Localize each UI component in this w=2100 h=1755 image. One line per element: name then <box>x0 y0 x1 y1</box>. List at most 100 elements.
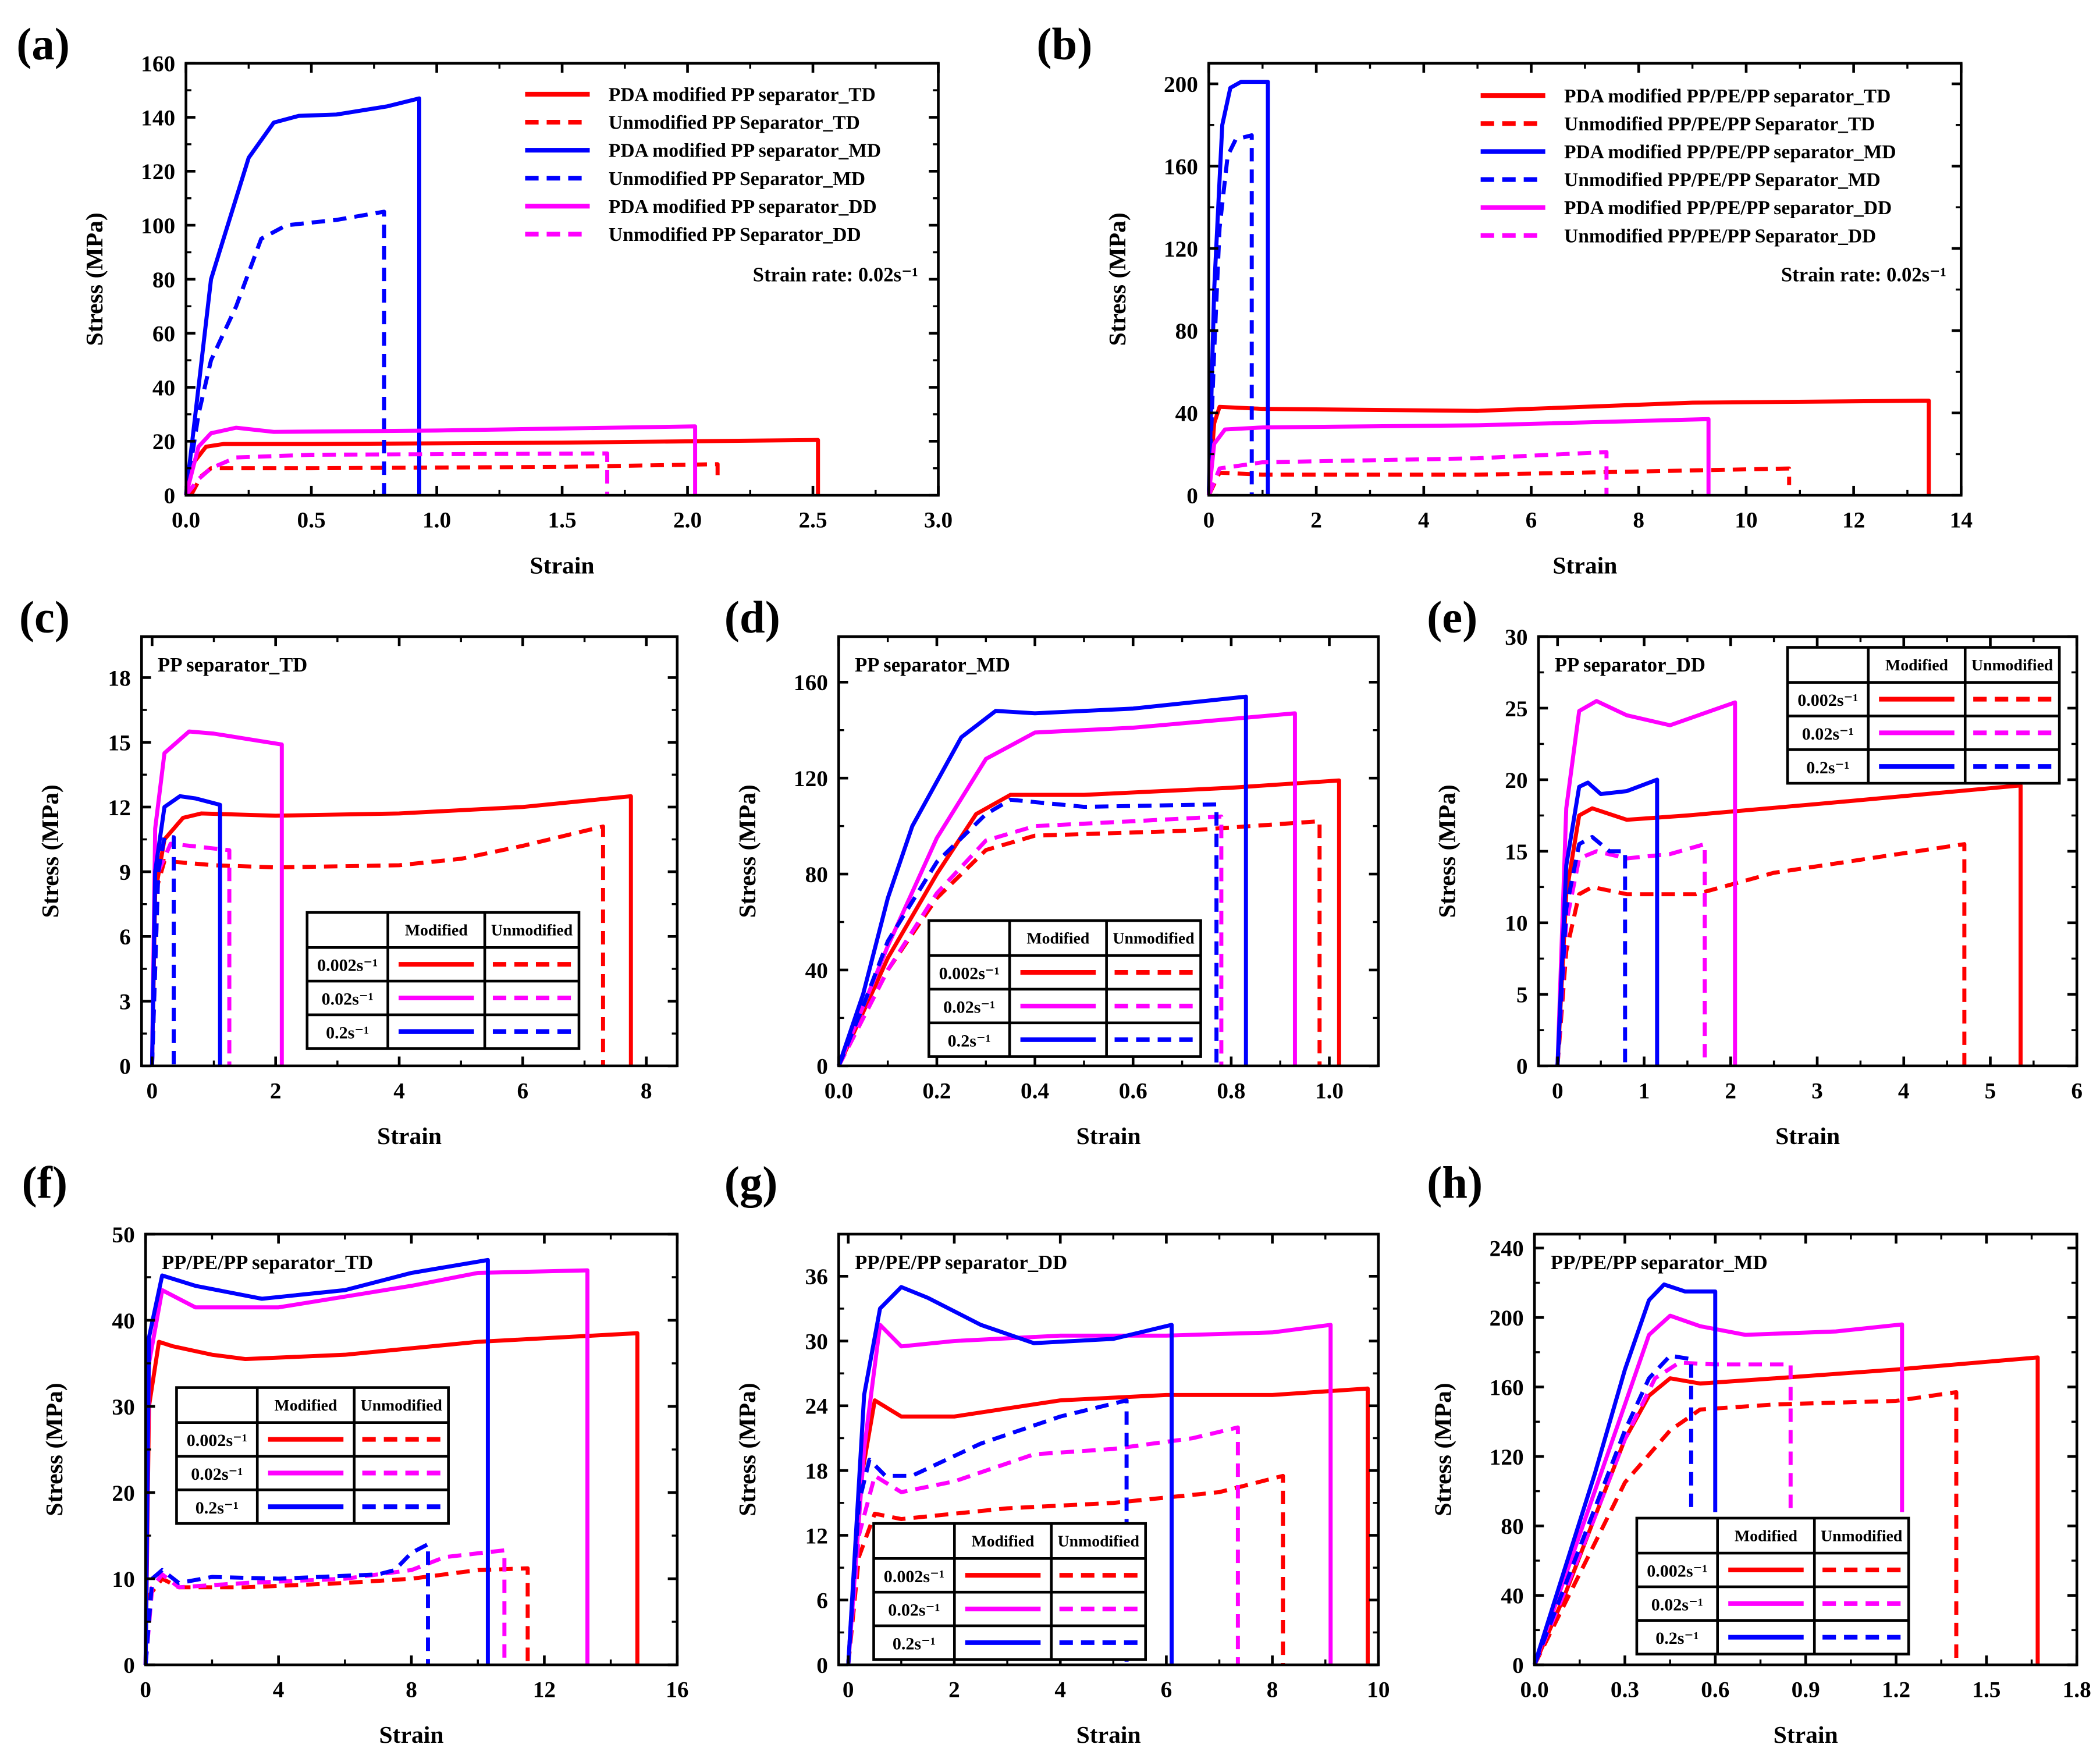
plot-frame <box>837 1232 1380 1667</box>
x-tick-label: 0 <box>843 1677 854 1703</box>
x-tick-label: 0.2 <box>922 1078 951 1103</box>
x-tick-label: 0.6 <box>1119 1078 1147 1103</box>
series-line-0 <box>846 1386 1370 1665</box>
y-tick-label: 0 <box>816 1653 828 1678</box>
y-tick-label: 40 <box>805 958 828 983</box>
table-row-label: 0.02s⁻¹ <box>1651 1594 1703 1614</box>
series-line-4 <box>1532 1282 1718 1666</box>
y-tick-label: 50 <box>112 1222 134 1248</box>
x-tick-label: 1.8 <box>2063 1677 2091 1703</box>
x-tick-label: 0.0 <box>172 507 200 533</box>
panel-letter: (a) <box>16 19 70 70</box>
inset-title: PP separator_MD <box>855 653 1010 676</box>
series-line-3 <box>846 1425 1240 1665</box>
table-row-label: 0.002s⁻¹ <box>1797 690 1858 710</box>
y-tick-label: 160 <box>141 51 175 77</box>
y-tick-label: 0 <box>119 1054 131 1079</box>
panel-d: (d) 0.0 0.2 0.4 0.6 0.8 1.0 0 40 80 120 160 Strain St… <box>724 592 1380 1150</box>
series-line-1 <box>837 819 1322 1067</box>
x-tick-label: 1.5 <box>1972 1677 2000 1703</box>
series-line-2 <box>150 729 284 1066</box>
x-tick-label: 14 <box>1950 507 1973 533</box>
table-row-label: 0.002s⁻¹ <box>884 1566 944 1586</box>
x-axis-label: Strain <box>530 552 595 579</box>
y-tick-label: 6 <box>816 1588 828 1614</box>
x-tick-label: 3 <box>1811 1078 1823 1103</box>
y-tick-label: 12 <box>108 795 131 820</box>
series-line-1 <box>150 824 605 1066</box>
y-tick-label: 15 <box>1505 839 1527 865</box>
inset-title: PP separator_DD <box>1555 653 1705 676</box>
x-tick-label: 0.9 <box>1792 1677 1820 1703</box>
legend-label: Unmodified PP/PE/PP Separator_TD <box>1564 113 1875 135</box>
y-tick-label: 24 <box>805 1394 828 1419</box>
x-tick-label: 2.0 <box>673 507 702 533</box>
panel-letter: (g) <box>724 1157 778 1208</box>
y-tick-label: 200 <box>1490 1305 1524 1331</box>
y-tick-label: 160 <box>1164 154 1198 179</box>
series-line-3 <box>184 209 386 496</box>
series-line-2 <box>837 711 1297 1067</box>
y-tick-label: 160 <box>794 670 828 695</box>
series-line-3 <box>1555 842 1707 1067</box>
x-tick-label: 0.3 <box>1611 1677 1639 1703</box>
series-line-3 <box>1206 133 1254 496</box>
strain-rate-annotation: Strain rate: 0.02s⁻¹ <box>753 263 918 286</box>
y-tick-label: 20 <box>1505 768 1527 793</box>
legend-table: Modified Unmodified 0.002s⁻¹ 0.02s⁻¹ 0.2s⁻¹ <box>928 919 1202 1058</box>
panel-f: (f) 0 4 8 12 16 0 10 20 30 40 50 Strain Stress (MPa) P… <box>22 1157 688 1749</box>
y-tick-label: 80 <box>1175 318 1198 344</box>
strain-rate-annotation: Strain rate: 0.02s⁻¹ <box>1781 263 1946 286</box>
x-tick-label: 3.0 <box>924 507 953 533</box>
table-row-label: 0.002s⁻¹ <box>939 964 1000 983</box>
y-tick-label: 0 <box>1512 1653 1524 1678</box>
series-line-0 <box>143 1331 639 1665</box>
inset-title: PP separator_TD <box>158 653 307 676</box>
y-axis-label: Stress (MPa) <box>734 784 761 918</box>
x-tick-label: 0.0 <box>825 1078 853 1103</box>
panel-c: (c) 0 2 4 6 8 0 3 6 9 12 15 18 Strain Stress (MPa) PP s… <box>19 592 679 1150</box>
y-tick-label: 5 <box>1516 982 1528 1008</box>
legend-label: Unmodified PP/PE/PP Separator_MD <box>1564 169 1881 191</box>
y-tick-label: 12 <box>805 1523 828 1548</box>
y-axis-label: Stress (MPa) <box>1104 212 1131 346</box>
x-tick-label: 6 <box>517 1078 529 1103</box>
y-tick-label: 40 <box>1175 401 1198 427</box>
y-tick-label: 0 <box>1186 483 1198 509</box>
x-tick-label: 0.0 <box>1520 1677 1549 1703</box>
legend-label: PDA modified PP separator_DD <box>609 196 877 218</box>
table-row-label: 0.2s⁻¹ <box>196 1498 239 1518</box>
series-line-2 <box>1206 80 1270 496</box>
x-tick-label: 12 <box>533 1677 556 1703</box>
legend-label: Unmodified PP Separator_TD <box>609 112 860 134</box>
x-axis-label: Strain <box>379 1722 444 1749</box>
table-column-header: Modified <box>1885 656 1948 674</box>
x-tick-label: 1.0 <box>1315 1078 1344 1103</box>
panel-b: (b) 0 2 4 6 8 10 12 14 0 40 80 120 160 200 Strain Stress… <box>1036 19 1973 580</box>
series-line-5 <box>846 1398 1129 1665</box>
x-tick-label: 2 <box>270 1078 282 1103</box>
legend-table: Modified Unmodified 0.002s⁻¹ 0.02s⁻¹ 0.2s⁻¹ <box>175 1386 450 1525</box>
series-line-5 <box>1555 834 1628 1066</box>
series-line-4 <box>143 1257 490 1665</box>
series-line-5 <box>1207 450 1609 496</box>
inset-title: PP/PE/PP separator_DD <box>855 1251 1067 1274</box>
y-tick-label: 0 <box>123 1653 135 1678</box>
legend-label: PDA modified PP/PE/PP separator_DD <box>1564 197 1892 219</box>
legend-table: Modified Unmodified 0.002s⁻¹ 0.02s⁻¹ 0.2s⁻¹ <box>305 911 581 1050</box>
series-line-1 <box>143 1566 530 1665</box>
table-row-label: 0.02s⁻¹ <box>322 989 374 1009</box>
x-tick-label: 0.4 <box>1021 1078 1049 1103</box>
table-row-label: 0.02s⁻¹ <box>888 1600 940 1620</box>
table-row-label: 0.2s⁻¹ <box>893 1633 936 1653</box>
series-line-4 <box>846 1285 1174 1665</box>
y-tick-label: 10 <box>1505 911 1527 936</box>
y-tick-label: 0 <box>816 1054 828 1079</box>
y-tick-label: 18 <box>805 1458 828 1484</box>
y-tick-label: 80 <box>805 862 828 887</box>
y-tick-label: 120 <box>1490 1444 1524 1470</box>
panel-e: (e) 0 1 2 3 4 5 6 0 5 10 15 20 25 30 Strain Stress (MPa)… <box>1427 592 2083 1150</box>
series-line-3 <box>1532 1360 1793 1666</box>
y-tick-label: 40 <box>1501 1583 1523 1609</box>
table-row-label: 0.002s⁻¹ <box>187 1430 247 1450</box>
